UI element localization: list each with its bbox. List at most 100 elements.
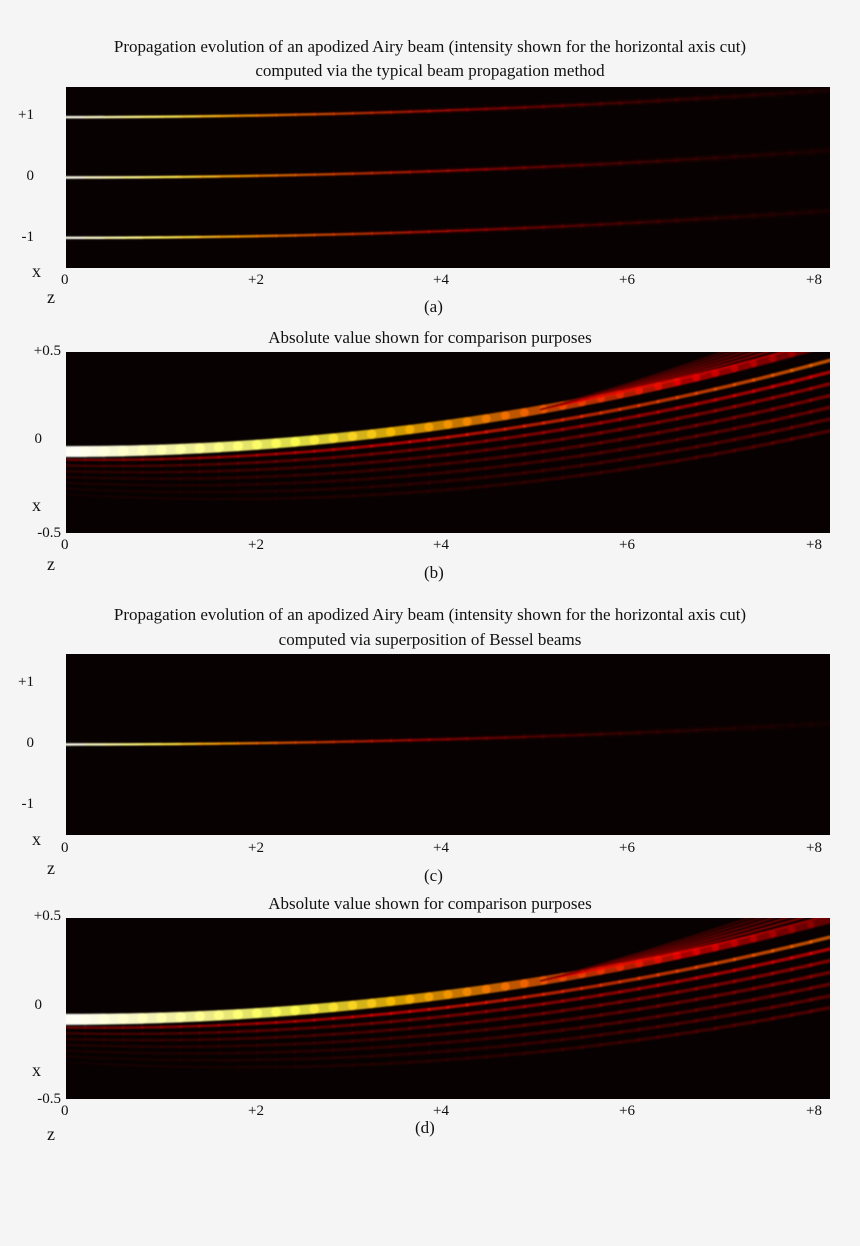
side-lobe-segment xyxy=(675,423,699,431)
side-lobe-segment xyxy=(312,456,335,461)
side-lobe-segment xyxy=(732,1020,756,1027)
heatmap-a xyxy=(66,87,830,268)
side-lobe-segment xyxy=(217,1023,240,1027)
side-lobe-segment xyxy=(790,386,813,395)
beam-segment xyxy=(561,734,583,737)
side-lobe-segment xyxy=(580,1013,603,1020)
side-lobe-segment xyxy=(694,441,718,449)
side-lobe-segment xyxy=(751,994,775,1002)
side-lobe-segment xyxy=(618,1017,641,1024)
side-lobe-segment xyxy=(503,480,527,486)
side-lobe-segment xyxy=(713,979,737,987)
side-lobe-segment xyxy=(389,1035,412,1040)
x-tick-c-4: +6 xyxy=(619,840,635,856)
side-lobe-segment xyxy=(370,1045,393,1050)
side-lobe-segment xyxy=(656,417,679,425)
side-lobe-segment xyxy=(503,462,527,468)
side-lobe-segment xyxy=(66,481,87,485)
side-lobe-segment xyxy=(618,455,641,462)
side-lobe-segment xyxy=(484,436,507,443)
side-lobe-segment xyxy=(770,979,794,987)
side-lobe-segment xyxy=(599,417,622,425)
side-lobe-segment xyxy=(427,488,450,493)
side-lobe-segment xyxy=(675,413,699,421)
caption-b: (b) xyxy=(424,563,444,582)
side-lobe-segment xyxy=(675,1008,699,1015)
side-lobe-segment xyxy=(66,1055,87,1059)
side-lobe-segment xyxy=(637,994,660,1001)
side-lobe-segment xyxy=(293,1041,316,1046)
side-lobe-segment xyxy=(713,404,737,413)
side-lobe-segment xyxy=(732,400,756,409)
side-lobe-segment xyxy=(618,1038,641,1044)
side-lobe-segment xyxy=(103,1062,125,1067)
side-lobe-segment xyxy=(694,398,718,406)
side-lobe-segment xyxy=(503,471,527,477)
beam-segment xyxy=(619,101,640,104)
side-lobe-segment xyxy=(580,983,603,991)
side-lobe-segment xyxy=(580,441,603,448)
x-tick-d-2: +2 xyxy=(248,1103,264,1119)
side-lobe-segment xyxy=(408,1051,431,1056)
side-lobe-segment xyxy=(809,417,830,425)
side-lobe-segment xyxy=(351,1013,374,1019)
side-lobe-segment xyxy=(198,1024,221,1028)
side-lobe-segment xyxy=(522,478,546,484)
side-lobe-segment xyxy=(331,1023,354,1028)
side-lobe-segment xyxy=(312,448,335,453)
side-lobe-segment xyxy=(103,488,125,493)
side-lobe-segment xyxy=(370,1028,393,1034)
side-lobe-segment xyxy=(484,473,507,479)
side-lobe-segment xyxy=(580,461,603,467)
heatmap-d xyxy=(66,918,830,1099)
side-lobe-segment xyxy=(522,469,546,475)
side-lobe-segment xyxy=(637,1035,660,1042)
title-c-line1: Propagation evolution of an apodized Air… xyxy=(113,605,747,624)
side-lobe-segment xyxy=(599,990,622,997)
side-lobe-segment xyxy=(809,935,830,944)
side-lobe-segment xyxy=(580,1043,603,1049)
side-lobe-segment xyxy=(809,358,830,368)
side-lobe-segment xyxy=(427,1058,450,1063)
beam-segment xyxy=(638,160,659,163)
side-lobe-segment xyxy=(503,433,527,440)
side-lobe-segment xyxy=(141,496,163,500)
x-tick-b-1: 0 xyxy=(61,537,69,553)
side-lobe-segment xyxy=(503,1004,527,1011)
side-lobe-segment xyxy=(465,1055,488,1060)
side-lobe-segment xyxy=(66,1037,87,1041)
side-lobe-segment xyxy=(351,469,374,474)
side-lobe-segment xyxy=(675,987,699,994)
side-lobe-segment xyxy=(503,1042,527,1048)
side-lobe-segment xyxy=(599,468,622,475)
side-lobe-segment xyxy=(389,491,412,496)
side-lobe-segment xyxy=(66,493,87,497)
side-lobe-segment xyxy=(694,1026,718,1034)
side-lobe-segment xyxy=(446,468,469,474)
beam-segment xyxy=(504,227,526,230)
side-lobe-segment xyxy=(751,949,775,957)
side-lobe-segment xyxy=(389,482,412,487)
side-lobe-segment xyxy=(713,990,737,998)
beam-segment xyxy=(581,103,602,106)
caption-c: (c) xyxy=(424,866,443,885)
beam-segment xyxy=(657,159,678,162)
side-lobe-segment xyxy=(618,424,641,432)
side-lobe-segment xyxy=(732,434,756,442)
side-lobe-segment xyxy=(408,463,431,469)
side-lobe-segment xyxy=(675,391,699,400)
side-lobe-segment xyxy=(522,459,546,466)
side-lobe-segment xyxy=(484,1044,507,1050)
side-lobe-segment xyxy=(446,1048,469,1053)
side-lobe-segment xyxy=(599,427,622,435)
side-lobe-segment xyxy=(293,457,316,462)
side-lobe-segment xyxy=(351,493,374,498)
side-lobe-segment xyxy=(160,1064,182,1069)
side-lobe-segment xyxy=(103,1056,125,1061)
side-lobe-segment xyxy=(198,455,221,460)
side-lobe-segment xyxy=(580,471,603,477)
beam-segment xyxy=(676,729,697,732)
side-lobe-segment xyxy=(370,1053,393,1058)
side-lobe-segment xyxy=(541,1028,565,1034)
y-label-a: x xyxy=(32,261,41,281)
